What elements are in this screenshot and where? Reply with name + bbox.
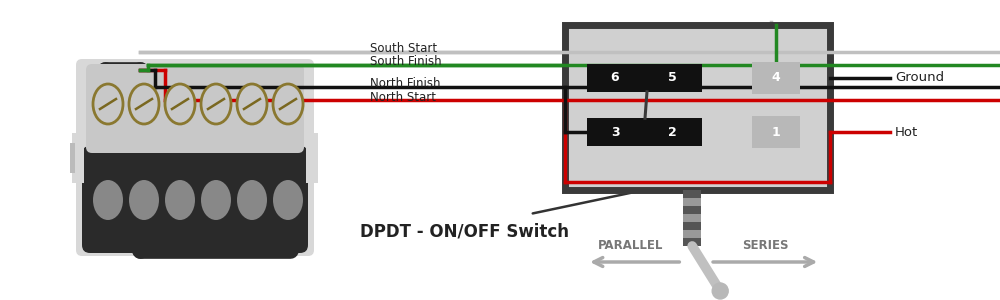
Text: North Finish: North Finish bbox=[370, 77, 440, 90]
Ellipse shape bbox=[273, 180, 303, 220]
Ellipse shape bbox=[237, 84, 267, 124]
Ellipse shape bbox=[91, 178, 125, 222]
Ellipse shape bbox=[129, 84, 159, 124]
Bar bbox=[752, 62, 800, 94]
Text: 1: 1 bbox=[772, 126, 780, 139]
Text: DPDT - ON/OFF Switch: DPDT - ON/OFF Switch bbox=[360, 223, 569, 241]
Ellipse shape bbox=[163, 178, 197, 222]
Ellipse shape bbox=[201, 84, 231, 124]
Text: SERIES: SERIES bbox=[742, 239, 788, 252]
Bar bbox=[72, 133, 84, 183]
Ellipse shape bbox=[163, 82, 197, 126]
Ellipse shape bbox=[201, 180, 231, 220]
Ellipse shape bbox=[271, 82, 305, 126]
Ellipse shape bbox=[235, 82, 269, 126]
Text: 5: 5 bbox=[668, 71, 676, 84]
Text: 2: 2 bbox=[668, 126, 676, 139]
Text: PARALLEL: PARALLEL bbox=[598, 239, 663, 252]
Bar bbox=[683, 214, 701, 222]
Text: South Start: South Start bbox=[370, 42, 437, 55]
Circle shape bbox=[712, 283, 728, 299]
Text: South Finish: South Finish bbox=[370, 55, 442, 68]
Ellipse shape bbox=[199, 82, 233, 126]
Bar bbox=[70, 143, 75, 173]
Bar bbox=[565, 25, 830, 190]
Ellipse shape bbox=[129, 180, 159, 220]
Ellipse shape bbox=[199, 178, 233, 222]
Text: North Start: North Start bbox=[370, 91, 436, 104]
Ellipse shape bbox=[271, 178, 305, 222]
Ellipse shape bbox=[127, 178, 161, 222]
Bar bbox=[683, 206, 701, 214]
Ellipse shape bbox=[91, 82, 125, 126]
Ellipse shape bbox=[165, 180, 195, 220]
Bar bbox=[683, 238, 701, 246]
Ellipse shape bbox=[165, 84, 195, 124]
Bar bbox=[306, 133, 318, 183]
Text: Hot: Hot bbox=[895, 126, 918, 139]
Text: Ground: Ground bbox=[895, 71, 944, 84]
Text: 3: 3 bbox=[611, 126, 619, 139]
Bar bbox=[587, 118, 702, 146]
Bar bbox=[683, 230, 701, 238]
Ellipse shape bbox=[93, 84, 123, 124]
Ellipse shape bbox=[273, 84, 303, 124]
FancyBboxPatch shape bbox=[86, 64, 304, 153]
Bar bbox=[683, 222, 701, 230]
FancyBboxPatch shape bbox=[82, 146, 308, 253]
Bar bbox=[683, 190, 701, 198]
Bar bbox=[683, 198, 701, 206]
Text: 6: 6 bbox=[611, 71, 619, 84]
Ellipse shape bbox=[127, 82, 161, 126]
Ellipse shape bbox=[235, 178, 269, 222]
FancyBboxPatch shape bbox=[76, 59, 314, 256]
Ellipse shape bbox=[93, 180, 123, 220]
Bar bbox=[587, 64, 702, 92]
Bar bbox=[752, 116, 800, 148]
Text: 4: 4 bbox=[772, 71, 780, 84]
Ellipse shape bbox=[237, 180, 267, 220]
